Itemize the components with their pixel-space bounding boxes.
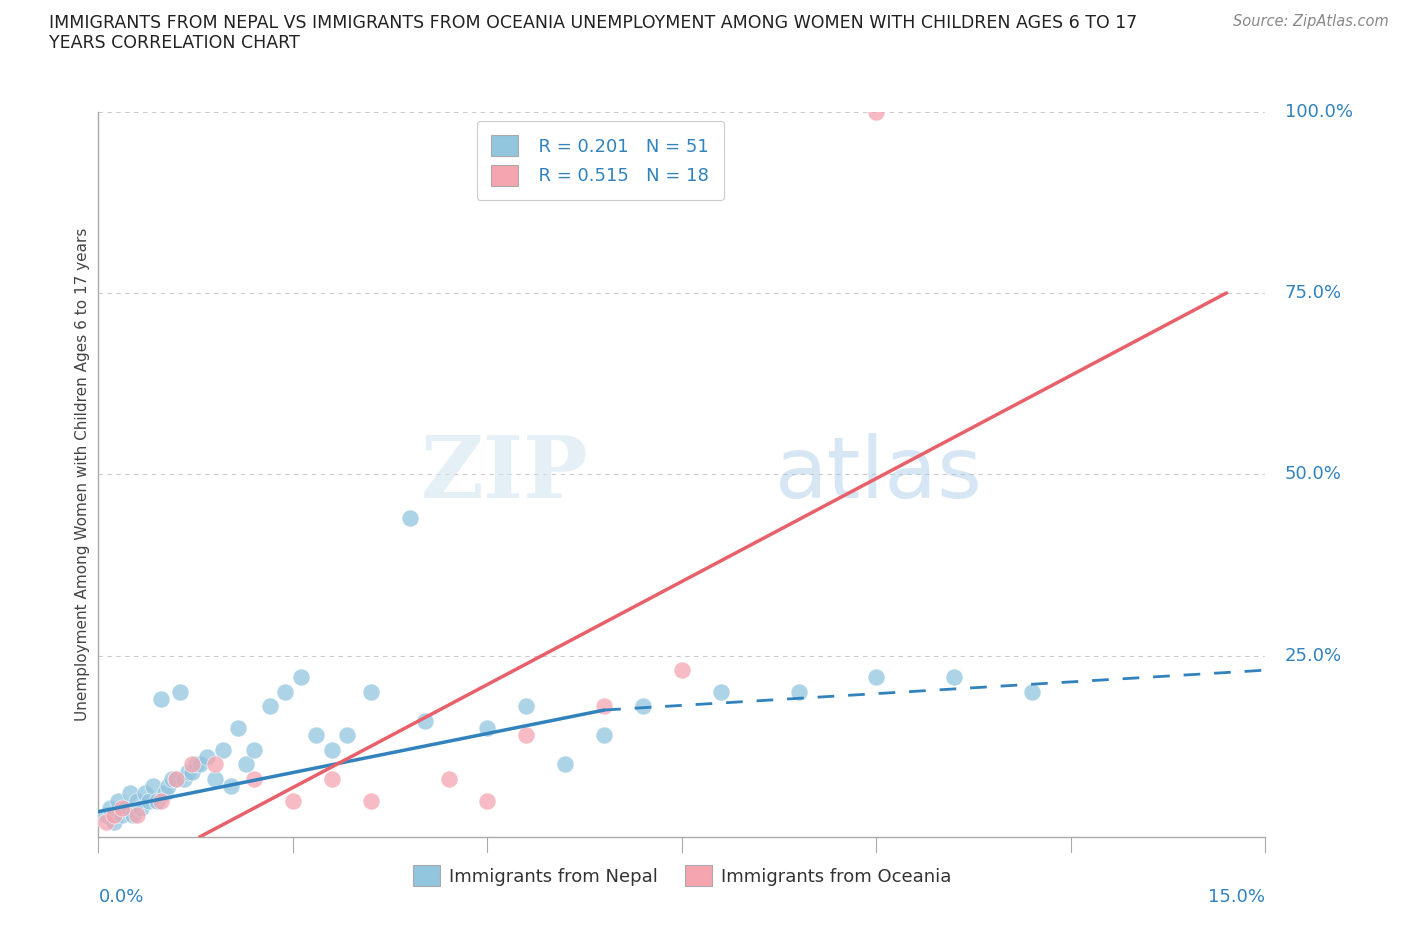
Point	[127, 808, 149, 823]
Text: 25.0%: 25.0%	[1285, 646, 1341, 665]
Point	[259, 699, 281, 714]
Text: Source: ZipAtlas.com: Source: ZipAtlas.com	[1233, 14, 1389, 29]
Point	[134, 786, 156, 801]
Point	[336, 728, 359, 743]
Point	[122, 808, 145, 823]
Text: 100.0%: 100.0%	[1285, 102, 1353, 121]
Point	[96, 815, 118, 830]
Point	[219, 778, 242, 793]
Point	[281, 793, 304, 808]
Point	[274, 684, 297, 699]
Point	[180, 757, 202, 772]
Point	[157, 778, 180, 793]
Point	[212, 742, 235, 757]
Point	[360, 793, 382, 808]
Point	[188, 757, 211, 772]
Point	[477, 721, 499, 736]
Point	[173, 772, 195, 787]
Point	[114, 801, 136, 816]
Point	[111, 801, 134, 816]
Point	[107, 793, 129, 808]
Point	[477, 793, 499, 808]
Point	[111, 808, 134, 823]
Point	[204, 757, 226, 772]
Point	[593, 699, 616, 714]
Text: 0.0%: 0.0%	[98, 888, 143, 906]
Point	[195, 750, 218, 764]
Point	[865, 104, 887, 119]
Point	[321, 772, 343, 787]
Point	[165, 772, 187, 787]
Point	[710, 684, 733, 699]
Point	[96, 808, 118, 823]
Point	[204, 772, 226, 787]
Point	[437, 772, 460, 787]
Point	[98, 801, 121, 816]
Point	[149, 793, 172, 808]
Point	[398, 511, 420, 525]
Point	[153, 786, 176, 801]
Text: YEARS CORRELATION CHART: YEARS CORRELATION CHART	[49, 34, 299, 52]
Point	[169, 684, 191, 699]
Y-axis label: Unemployment Among Women with Children Ages 6 to 17 years: Unemployment Among Women with Children A…	[75, 228, 90, 721]
Text: ZIP: ZIP	[420, 432, 589, 516]
Point	[129, 801, 152, 816]
Text: atlas: atlas	[775, 432, 983, 516]
Point	[235, 757, 257, 772]
Point	[177, 764, 200, 779]
Text: 15.0%: 15.0%	[1208, 888, 1265, 906]
Text: IMMIGRANTS FROM NEPAL VS IMMIGRANTS FROM OCEANIA UNEMPLOYMENT AMONG WOMEN WITH C: IMMIGRANTS FROM NEPAL VS IMMIGRANTS FROM…	[49, 14, 1137, 32]
Point	[515, 699, 537, 714]
Point	[360, 684, 382, 699]
Point	[1021, 684, 1043, 699]
Point	[165, 772, 187, 787]
Point	[180, 764, 202, 779]
Point	[103, 808, 125, 823]
Point	[184, 757, 207, 772]
Point	[593, 728, 616, 743]
Point	[787, 684, 810, 699]
Point	[149, 692, 172, 707]
Point	[943, 670, 966, 684]
Point	[631, 699, 654, 714]
Point	[671, 663, 693, 678]
Text: 50.0%: 50.0%	[1285, 465, 1341, 484]
Point	[515, 728, 537, 743]
Point	[138, 793, 160, 808]
Point	[290, 670, 312, 684]
Point	[118, 786, 141, 801]
Point	[321, 742, 343, 757]
Point	[127, 793, 149, 808]
Legend: Immigrants from Nepal, Immigrants from Oceania: Immigrants from Nepal, Immigrants from O…	[405, 858, 959, 893]
Point	[146, 793, 169, 808]
Point	[228, 721, 250, 736]
Point	[142, 778, 165, 793]
Point	[243, 742, 266, 757]
Point	[243, 772, 266, 787]
Point	[305, 728, 328, 743]
Text: 75.0%: 75.0%	[1285, 284, 1341, 302]
Point	[413, 713, 436, 728]
Point	[103, 815, 125, 830]
Point	[162, 772, 184, 787]
Point	[554, 757, 576, 772]
Point	[865, 670, 887, 684]
